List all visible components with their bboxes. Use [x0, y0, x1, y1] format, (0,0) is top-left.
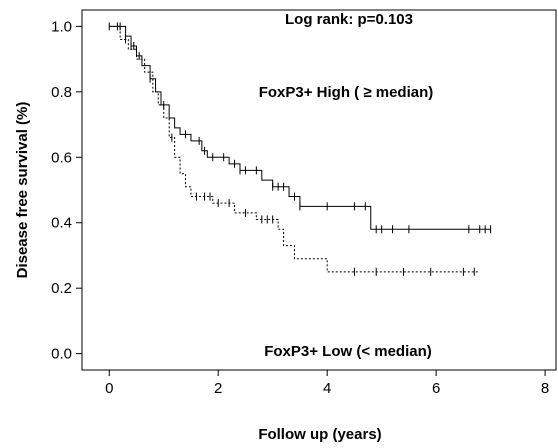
- series-dashed: [109, 22, 480, 276]
- y-axis-title: Disease free survival (%): [14, 102, 31, 279]
- x-tick-label: 0: [105, 380, 113, 397]
- x-tick-label: 4: [323, 380, 331, 397]
- plot-frame: [81, 9, 557, 371]
- y-tick-label: 0.8: [51, 84, 72, 101]
- series-solid: [108, 22, 492, 234]
- annotation-log-rank: Log rank: p=0.103: [285, 11, 413, 28]
- series-layer: [108, 22, 492, 276]
- x-tick-label: 2: [214, 380, 222, 397]
- y-tick-label: 0.2: [51, 280, 72, 297]
- y-tick-label: 0.4: [51, 215, 72, 232]
- plot-area: [81, 9, 557, 371]
- annotation-foxp3-low: FoxP3+ Low (< median): [264, 343, 432, 360]
- x-axis: 0 2 4 6 8: [105, 370, 549, 397]
- annotation-foxp3-high: FoxP3+ High ( ≥ median): [259, 84, 434, 101]
- y-tick-label: 0.0: [51, 346, 72, 363]
- y-tick-label: 1.0: [51, 18, 72, 35]
- x-tick-label: 6: [432, 380, 440, 397]
- x-axis-title: Follow up (years): [258, 426, 381, 443]
- y-axis: 0.0 0.2 0.4 0.6 0.8 1.0: [51, 18, 82, 363]
- x-tick-label: 8: [541, 380, 549, 397]
- survival-curve: [109, 25, 480, 273]
- y-tick-label: 0.6: [51, 149, 72, 166]
